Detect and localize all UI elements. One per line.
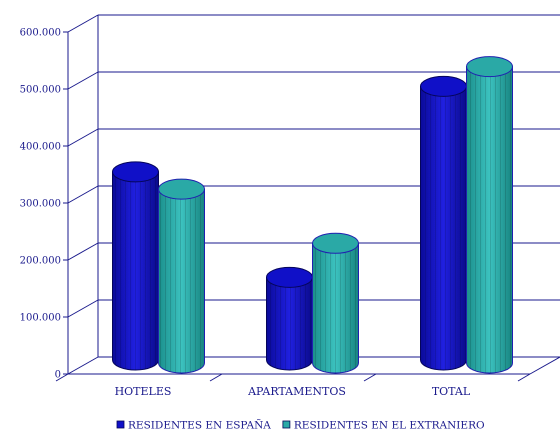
bar-top [112, 161, 159, 183]
bar [158, 178, 205, 374]
x-tick-mark [363, 373, 377, 382]
bar-top [266, 266, 313, 288]
y-tick-label: 0 [55, 370, 61, 381]
floor-right-edge [529, 356, 560, 375]
x-tick-label: APARTAMENTOS [247, 385, 346, 398]
x-axis: HOTELES APARTAMENTOS TOTAL [55, 373, 531, 398]
bar [420, 75, 467, 371]
y-tick-label: 400.000 [20, 142, 61, 153]
bar [112, 161, 159, 371]
y-tick-label: 200.000 [20, 256, 61, 267]
bar-ribs [266, 277, 313, 370]
bar-ribs [158, 189, 205, 373]
bar-ribs [112, 171, 159, 370]
y-axis: 0 100.000 200.000 300.000 400.000 500.000 600.… [20, 28, 68, 381]
gridline-side [67, 14, 99, 33]
legend-swatch [282, 420, 291, 429]
bar [266, 266, 313, 371]
x-tick-mark [517, 373, 531, 382]
x-tick-mark [55, 373, 69, 382]
bars [112, 56, 513, 374]
floor-left-edge [67, 356, 99, 375]
bar-top [312, 232, 359, 254]
gridline-side [67, 71, 99, 90]
gridline-side [67, 185, 99, 204]
bar-ribs [420, 86, 467, 371]
bar [312, 232, 359, 374]
x-tick-mark [209, 373, 223, 382]
y-tick-label: 500.000 [20, 85, 61, 96]
legend: RESIDENTES EN ESPAÑA RESIDENTES EN EL EXT… [116, 418, 485, 432]
y-tick-label: 300.000 [20, 199, 61, 210]
legend-label: RESIDENTES EN EL EXTRANIERO [294, 420, 485, 432]
y-tick-label: 600.000 [20, 28, 61, 39]
legend-swatch [116, 420, 125, 429]
x-tick-label: HOTELES [115, 385, 172, 398]
bar-top [420, 75, 467, 97]
gridline-side [67, 128, 99, 147]
gridline-side [67, 299, 99, 318]
gridline-side [67, 242, 99, 261]
bar-ribs [312, 243, 359, 373]
y-tick-label: 100.000 [20, 313, 61, 324]
bar-top [158, 178, 205, 200]
bar-top [466, 56, 513, 78]
bar-ribs [466, 66, 513, 373]
bar [466, 56, 513, 374]
x-tick-label: TOTAL [432, 385, 471, 398]
legend-label: RESIDENTES EN ESPAÑA [128, 418, 271, 432]
